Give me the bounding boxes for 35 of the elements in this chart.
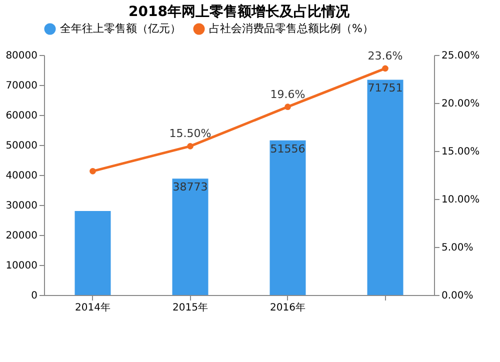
bar <box>74 211 111 295</box>
data-label: 19.6% <box>270 88 306 101</box>
bar <box>270 140 306 295</box>
y-tick-label: 40000 <box>6 170 38 182</box>
x-tick-label: 2014年 <box>75 302 110 314</box>
legend-label: 占社会消费品零售总额比例（%） <box>209 22 374 35</box>
bar <box>367 80 404 295</box>
x-tick-label: 2016年 <box>270 302 306 314</box>
y-tick-label: 10000 <box>6 260 38 272</box>
y2-tick-label: 0.00% <box>442 290 474 302</box>
y-tick-label: 30000 <box>6 200 38 212</box>
point <box>187 143 194 150</box>
y-tick-label: 60000 <box>6 110 38 122</box>
y-tick-label: 50000 <box>6 140 38 152</box>
y2-tick-label: 10.00% <box>442 194 480 206</box>
x-tick-label: 2015年 <box>172 302 208 314</box>
data-label: 51556 <box>270 142 306 156</box>
bar <box>172 178 208 295</box>
data-label: 71751 <box>368 82 403 95</box>
y-tick-label: 0 <box>31 290 38 302</box>
data-label: 23.6% <box>368 49 403 62</box>
data-label: 15.50% <box>169 127 212 140</box>
chart-title: 2018年网上零售额增长及占比情况 <box>128 3 350 20</box>
data-label: 38773 <box>172 180 208 194</box>
point <box>382 65 388 72</box>
y-tick-label: 70000 <box>6 80 38 92</box>
y2-tick-label: 25.00% <box>442 50 480 62</box>
y2-tick-label: 15.00% <box>442 146 480 158</box>
y-tick-label: 20000 <box>6 230 38 242</box>
legend-label: 全年往上零售额（亿元） <box>60 22 181 35</box>
point <box>90 168 96 174</box>
y2-tick-label: 5.00% <box>442 242 474 254</box>
y2-tick-label: 20.00% <box>442 98 480 110</box>
point <box>284 104 291 110</box>
y-tick-label: 80000 <box>6 50 38 62</box>
